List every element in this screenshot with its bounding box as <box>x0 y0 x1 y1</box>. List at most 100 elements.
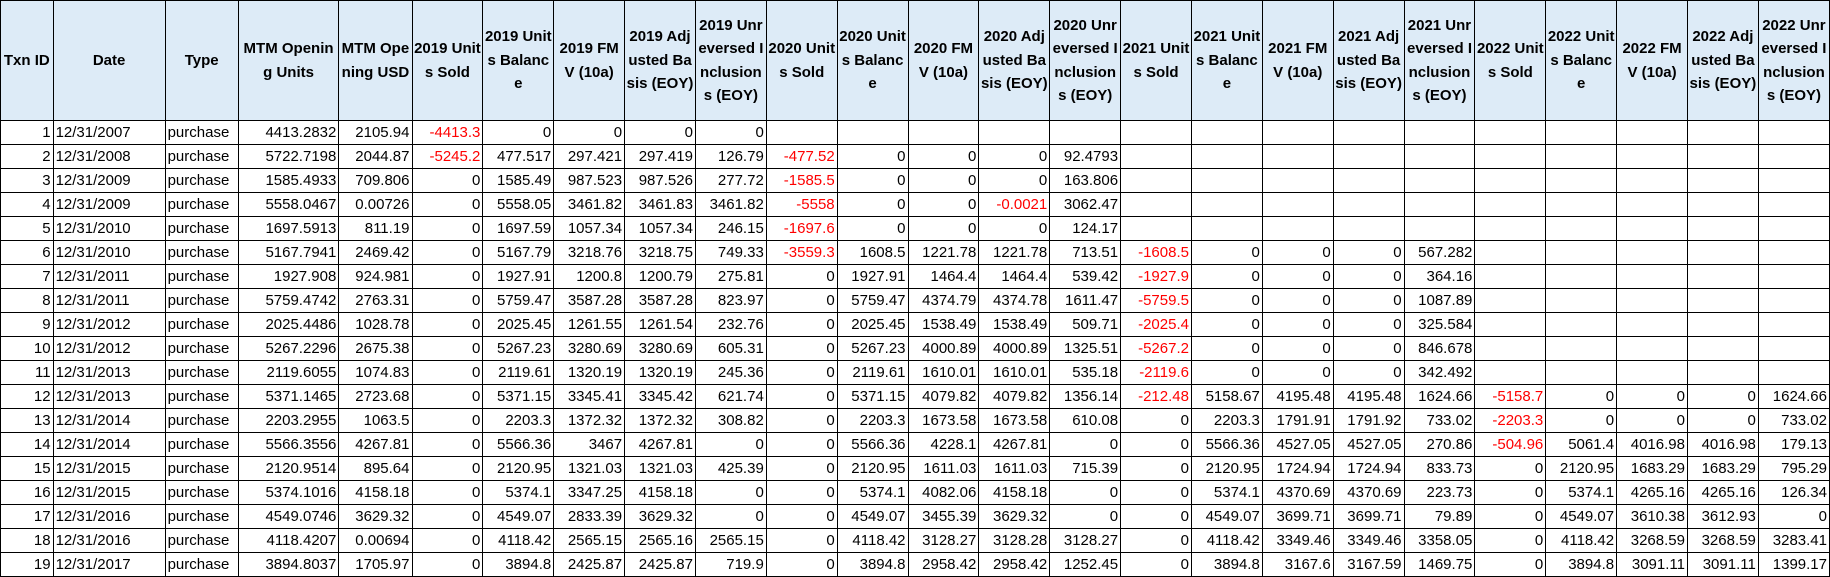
table-cell[interactable]: 0 <box>1049 504 1122 529</box>
table-cell[interactable]: purchase <box>164 360 239 385</box>
table-cell[interactable]: 0 <box>1261 240 1334 265</box>
table-cell[interactable] <box>1332 192 1405 217</box>
table-cell[interactable] <box>1120 120 1192 145</box>
table-cell[interactable]: 0 <box>765 408 838 433</box>
table-cell[interactable]: 275.81 <box>694 264 767 289</box>
table-cell[interactable] <box>1616 360 1688 385</box>
table-cell[interactable] <box>765 120 838 145</box>
table-cell[interactable] <box>1120 216 1192 241</box>
table-cell[interactable] <box>1545 144 1618 169</box>
table-cell[interactable]: 126.34 <box>1757 480 1830 505</box>
column-header[interactable]: 2021 Units Sold <box>1120 0 1192 121</box>
table-cell[interactable]: 246.15 <box>694 216 767 241</box>
table-cell[interactable]: 4265.16 <box>1686 480 1759 505</box>
table-cell[interactable]: 17 <box>0 504 54 529</box>
table-cell[interactable]: 1464.4 <box>907 264 980 289</box>
column-header[interactable]: 2022 Adjusted Basis (EOY) <box>1686 0 1759 121</box>
table-cell[interactable]: 0 <box>411 480 484 505</box>
table-cell[interactable] <box>1332 144 1405 169</box>
column-header[interactable]: MTM Opening USD <box>338 0 413 121</box>
table-cell[interactable]: 0 <box>1332 336 1405 361</box>
table-cell[interactable]: 535.18 <box>1049 360 1122 385</box>
table-cell[interactable]: 4265.16 <box>1616 480 1688 505</box>
table-cell[interactable]: 0 <box>411 192 484 217</box>
table-cell[interactable]: 1697.59 <box>482 216 555 241</box>
table-cell[interactable]: -1608.5 <box>1120 240 1192 265</box>
table-cell[interactable]: 3091.11 <box>1686 552 1759 577</box>
table-cell[interactable]: 0 <box>836 168 909 193</box>
table-cell[interactable] <box>1332 216 1405 241</box>
table-cell[interactable]: 2119.6055 <box>237 360 340 385</box>
table-cell[interactable]: 1724.94 <box>1332 456 1405 481</box>
table-cell[interactable]: purchase <box>164 168 239 193</box>
table-cell[interactable]: 0 <box>765 360 838 385</box>
table-cell[interactable]: 2469.42 <box>338 240 413 265</box>
table-cell[interactable]: -5558 <box>765 192 838 217</box>
column-header[interactable]: 2020 Units Sold <box>765 0 838 121</box>
table-cell[interactable]: 223.73 <box>1403 480 1476 505</box>
table-cell[interactable]: 5374.1 <box>836 480 909 505</box>
table-cell[interactable]: 0 <box>482 120 555 145</box>
table-cell[interactable]: -5267.2 <box>1120 336 1192 361</box>
table-cell[interactable]: 3167.59 <box>1332 552 1405 577</box>
table-cell[interactable]: 4118.4207 <box>237 528 340 553</box>
table-cell[interactable]: 823.97 <box>694 288 767 313</box>
table-cell[interactable] <box>1616 312 1688 337</box>
table-cell[interactable]: 4527.05 <box>1261 432 1334 457</box>
table-cell[interactable]: 1791.91 <box>1261 408 1334 433</box>
table-cell[interactable]: 0 <box>1474 528 1547 553</box>
table-cell[interactable]: 12/31/2014 <box>52 408 166 433</box>
table-cell[interactable]: 4228.1 <box>907 432 980 457</box>
table-cell[interactable]: -5759.5 <box>1120 288 1192 313</box>
table-cell[interactable]: 0 <box>836 216 909 241</box>
table-cell[interactable] <box>1403 144 1476 169</box>
column-header[interactable]: 2022 Unreversed Inclusions (EOY) <box>1757 0 1830 121</box>
table-cell[interactable]: 0 <box>1120 528 1192 553</box>
table-cell[interactable]: 0 <box>1261 312 1334 337</box>
table-cell[interactable]: 3283.41 <box>1757 528 1830 553</box>
table-cell[interactable]: 1321.03 <box>553 456 626 481</box>
column-header[interactable]: 2020 Unreversed Inclusions (EOY) <box>1049 0 1122 121</box>
table-cell[interactable]: 2044.87 <box>338 144 413 169</box>
table-cell[interactable] <box>1686 192 1759 217</box>
table-cell[interactable]: 0 <box>1616 384 1688 409</box>
table-cell[interactable]: 12/31/2012 <box>52 312 166 337</box>
table-cell[interactable]: -3559.3 <box>765 240 838 265</box>
table-cell[interactable]: purchase <box>164 216 239 241</box>
table-cell[interactable]: 4118.42 <box>836 528 909 553</box>
table-cell[interactable]: 1261.55 <box>553 312 626 337</box>
table-cell[interactable]: 10 <box>0 336 54 361</box>
table-cell[interactable]: 719.9 <box>694 552 767 577</box>
table-cell[interactable]: -212.48 <box>1120 384 1192 409</box>
table-cell[interactable]: 1200.8 <box>553 264 626 289</box>
table-cell[interactable]: 567.282 <box>1403 240 1476 265</box>
table-cell[interactable] <box>1616 264 1688 289</box>
table-cell[interactable]: 5722.7198 <box>237 144 340 169</box>
table-cell[interactable] <box>1403 192 1476 217</box>
table-cell[interactable]: 232.76 <box>694 312 767 337</box>
table-cell[interactable]: 5759.47 <box>836 288 909 313</box>
table-cell[interactable] <box>1545 360 1618 385</box>
table-cell[interactable]: 4267.81 <box>624 432 696 457</box>
table-cell[interactable]: 4082.06 <box>907 480 980 505</box>
table-cell[interactable]: 0 <box>411 408 484 433</box>
table-cell[interactable]: 4549.07 <box>1545 504 1618 529</box>
table-cell[interactable]: 0 <box>765 432 838 457</box>
table-cell[interactable] <box>1474 144 1547 169</box>
table-cell[interactable]: purchase <box>164 144 239 169</box>
table-cell[interactable]: -1585.5 <box>765 168 838 193</box>
table-cell[interactable]: 0 <box>1474 504 1547 529</box>
table-cell[interactable]: 0 <box>1120 552 1192 577</box>
table-cell[interactable]: 13 <box>0 408 54 433</box>
table-cell[interactable]: 621.74 <box>694 384 767 409</box>
table-cell[interactable] <box>1757 168 1830 193</box>
table-cell[interactable]: 1705.97 <box>338 552 413 577</box>
table-cell[interactable] <box>1261 144 1334 169</box>
table-cell[interactable]: 0 <box>1190 240 1263 265</box>
table-cell[interactable]: 2958.42 <box>978 552 1051 577</box>
table-cell[interactable]: 5267.23 <box>836 336 909 361</box>
table-cell[interactable]: 4195.48 <box>1332 384 1405 409</box>
table-cell[interactable]: 1087.89 <box>1403 288 1476 313</box>
column-header[interactable]: 2022 Units Sold <box>1474 0 1547 121</box>
table-cell[interactable]: 4000.89 <box>978 336 1051 361</box>
